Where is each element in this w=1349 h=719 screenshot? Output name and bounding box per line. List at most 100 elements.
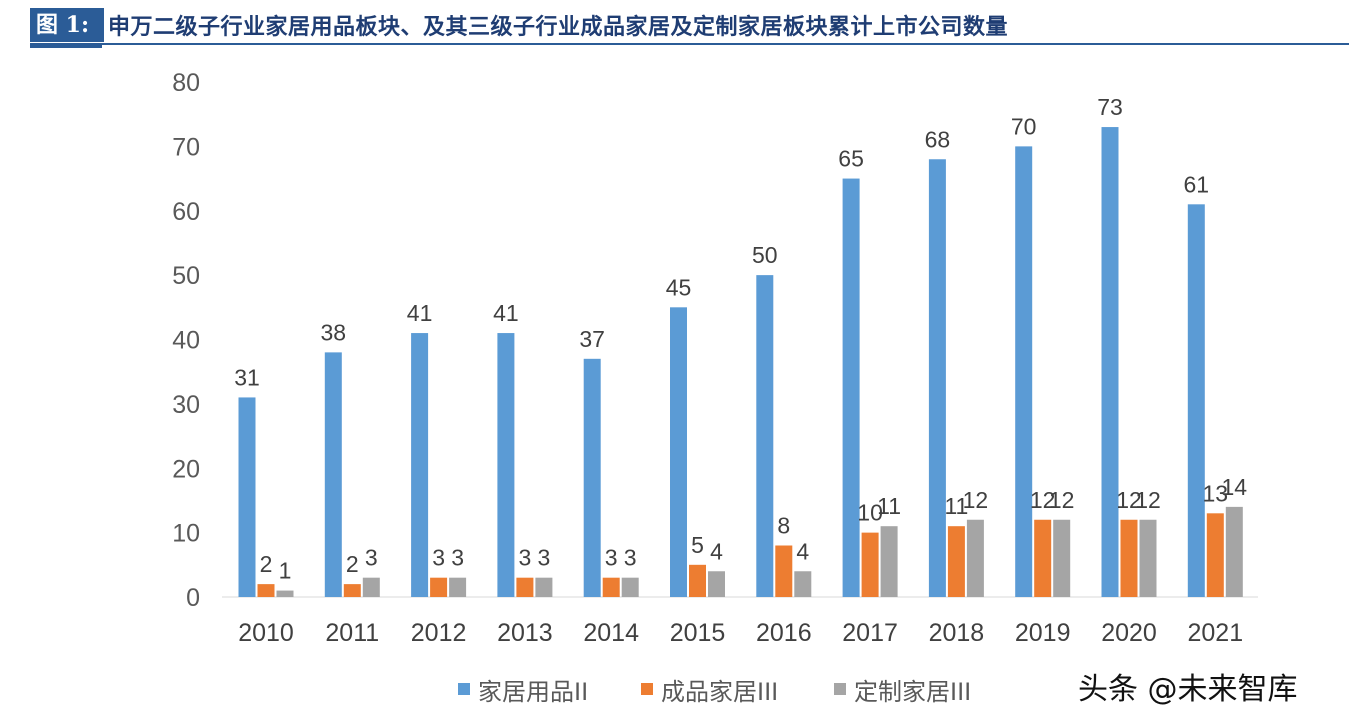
data-label: 45 xyxy=(666,274,692,300)
legend-label: 成品家居III xyxy=(661,678,778,706)
y-tick-label: 40 xyxy=(172,327,200,355)
data-label: 50 xyxy=(752,242,778,268)
bar-2015-s0 xyxy=(670,307,687,597)
bar-2021-s2 xyxy=(1225,506,1243,597)
data-label: 65 xyxy=(838,146,864,172)
x-tick-label: 2018 xyxy=(929,619,985,647)
bar-2016-s0 xyxy=(756,275,774,597)
x-tick-label: 2016 xyxy=(756,619,812,647)
data-label: 41 xyxy=(407,300,433,326)
data-label: 2 xyxy=(260,551,273,577)
bar-2010-s1 xyxy=(257,584,275,597)
chart-title: 申万二级子行业家居用品板块、及其三级子行业成品家居及定制家居板块累计上市公司数量 xyxy=(108,15,1009,40)
bar-2016-s1 xyxy=(775,545,793,597)
bar-2021-s0 xyxy=(1187,204,1205,597)
data-label: 3 xyxy=(624,545,637,571)
y-tick-label: 50 xyxy=(172,262,200,290)
bar-2019-s1 xyxy=(1034,519,1052,597)
data-label: 73 xyxy=(1097,94,1123,120)
bar-2019-s0 xyxy=(1015,146,1033,597)
y-tick-label: 70 xyxy=(172,133,200,161)
bar-2020-s0 xyxy=(1101,127,1119,597)
data-label: 12 xyxy=(1049,487,1075,513)
legend-label: 定制家居III xyxy=(854,678,971,706)
x-tick-label: 2010 xyxy=(238,619,294,647)
legend-label: 家居用品II xyxy=(478,678,588,706)
legend-swatch xyxy=(641,683,653,695)
data-label: 70 xyxy=(1011,113,1037,139)
bar-2020-s2 xyxy=(1139,519,1157,597)
bar-2018-s0 xyxy=(928,159,946,597)
bar-2018-s2 xyxy=(966,519,984,597)
x-tick-label: 2020 xyxy=(1101,619,1157,647)
data-label: 68 xyxy=(925,126,951,152)
data-label: 37 xyxy=(579,326,605,352)
watermark: 头条 @未来智库 xyxy=(1078,672,1298,707)
bar-2012-s1 xyxy=(430,577,448,597)
y-tick-label: 10 xyxy=(172,520,200,548)
bar-2014-s0 xyxy=(583,358,601,597)
y-tick-label: 0 xyxy=(186,584,200,612)
bar-2013-s0 xyxy=(497,333,515,597)
title-underline-accent xyxy=(30,45,102,48)
data-label: 12 xyxy=(1135,487,1161,513)
bar-2016-s2 xyxy=(794,571,812,597)
data-label: 61 xyxy=(1184,171,1210,197)
data-label: 10 xyxy=(857,500,883,526)
bar-2017-s0 xyxy=(842,178,860,597)
data-label: 4 xyxy=(710,538,723,564)
data-label: 12 xyxy=(963,487,989,513)
title-underline xyxy=(30,43,1349,45)
bar-2010-s2 xyxy=(276,590,294,597)
x-tick-label: 2014 xyxy=(583,619,639,647)
legend-swatch xyxy=(458,683,470,695)
bar-2012-s2 xyxy=(449,577,467,597)
bar-2014-s2 xyxy=(621,577,639,597)
data-label: 3 xyxy=(519,545,532,571)
data-label: 41 xyxy=(493,300,519,326)
bar-2013-s2 xyxy=(535,577,553,597)
bar-2015-s2 xyxy=(708,571,725,597)
bar-2013-s1 xyxy=(516,577,534,597)
data-label: 12 xyxy=(1116,487,1142,513)
bar-2010-s0 xyxy=(238,397,256,597)
data-label: 31 xyxy=(234,364,260,390)
data-label: 3 xyxy=(365,545,378,571)
data-label: 4 xyxy=(796,538,809,564)
x-tick-label: 2019 xyxy=(1015,619,1071,647)
data-label: 3 xyxy=(538,545,551,571)
y-tick-label: 60 xyxy=(172,198,200,226)
data-label: 2 xyxy=(346,551,359,577)
bar-2014-s1 xyxy=(602,577,620,597)
x-tick-label: 2021 xyxy=(1187,619,1243,647)
data-label: 3 xyxy=(432,545,445,571)
data-label: 38 xyxy=(321,319,347,345)
data-label: 1 xyxy=(279,558,292,584)
data-label: 11 xyxy=(877,493,901,519)
data-label: 3 xyxy=(451,545,464,571)
bar-2012-s0 xyxy=(411,333,429,597)
y-tick-label: 80 xyxy=(172,69,200,97)
y-tick-label: 20 xyxy=(172,455,200,483)
legend-swatch xyxy=(834,683,846,695)
bar-2021-s1 xyxy=(1206,513,1224,597)
y-tick-label: 30 xyxy=(172,391,200,419)
data-label: 8 xyxy=(777,513,790,539)
x-tick-label: 2017 xyxy=(842,619,898,647)
x-tick-label: 2012 xyxy=(411,619,467,647)
data-label: 3 xyxy=(605,545,618,571)
x-tick-label: 2015 xyxy=(670,619,726,647)
figure-title: 图 1: 申万二级子行业家居用品板块、及其三级子行业成品家居及定制家居板块累计上… xyxy=(30,8,1008,42)
x-tick-label: 2011 xyxy=(325,619,379,647)
figure-label: 图 1: xyxy=(30,8,104,42)
x-tick-label: 2013 xyxy=(497,619,553,647)
data-label: 11 xyxy=(944,493,968,519)
bar-2018-s1 xyxy=(947,526,965,597)
data-label: 5 xyxy=(691,532,704,558)
bar-2017-s2 xyxy=(880,526,898,597)
bar-2011-s0 xyxy=(324,352,342,597)
bar-2020-s1 xyxy=(1120,519,1138,597)
data-label: 12 xyxy=(1030,487,1056,513)
data-label: 13 xyxy=(1203,480,1229,506)
